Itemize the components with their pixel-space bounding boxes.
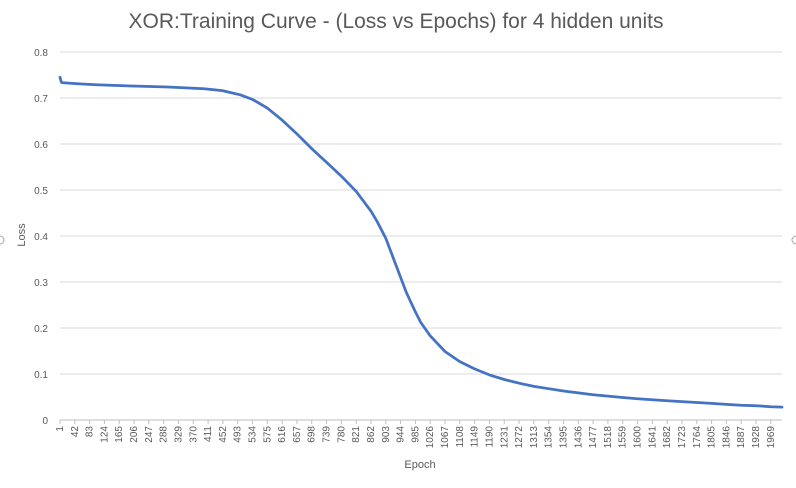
x-tick-label: 1108 xyxy=(455,426,466,448)
x-tick-label: 452 xyxy=(218,426,229,443)
x-tick-label: 821 xyxy=(351,426,362,443)
x-tick-label: 1805 xyxy=(707,426,718,449)
x-tick-label: 1559 xyxy=(618,426,629,449)
x-tick-label: 1846 xyxy=(721,426,732,449)
x-tick-label: 1723 xyxy=(677,426,688,449)
x-tick-label: 1313 xyxy=(529,426,540,449)
x-tick-label: 1 xyxy=(55,426,66,432)
y-tick-label: 0.4 xyxy=(34,232,48,243)
x-tick-label: 1395 xyxy=(558,426,569,449)
x-tick-label: 1641 xyxy=(647,426,658,449)
chart-resize-handle-left[interactable] xyxy=(0,235,5,245)
y-axis-title: Loss xyxy=(16,223,28,247)
x-tick-label: 1969 xyxy=(766,426,777,449)
x-tick-label: 493 xyxy=(233,426,244,443)
x-axis-title: Epoch xyxy=(404,459,435,471)
x-tick-label: 534 xyxy=(248,426,259,443)
x-tick-label: 1231 xyxy=(499,426,510,449)
x-tick-label: 862 xyxy=(366,426,377,443)
x-tick-label: 903 xyxy=(381,426,392,443)
x-tick-label: 124 xyxy=(99,426,110,443)
x-tick-label: 1764 xyxy=(692,426,703,449)
y-tick-label: 0.2 xyxy=(34,324,48,335)
y-tick-label: 0 xyxy=(42,416,48,427)
x-tick-label: 370 xyxy=(188,426,199,443)
x-tick-label: 329 xyxy=(173,426,184,443)
x-tick-label: 1518 xyxy=(603,426,614,449)
x-tick-label: 288 xyxy=(159,426,170,443)
x-tick-label: 1272 xyxy=(514,426,525,449)
x-tick-label: 42 xyxy=(70,426,81,438)
chart-title: XOR:Training Curve - (Loss vs Epochs) fo… xyxy=(129,10,664,33)
x-tick-label: 1149 xyxy=(470,426,481,448)
x-tick-label: 780 xyxy=(336,426,347,443)
x-tick-label: 1026 xyxy=(425,426,436,449)
chart-resize-handle-right[interactable] xyxy=(791,235,796,245)
x-tick-label: 1190 xyxy=(484,426,495,448)
y-tick-label: 0.5 xyxy=(34,186,48,197)
x-tick-label: 206 xyxy=(129,426,140,443)
y-tick-label: 0.8 xyxy=(34,48,48,59)
x-tick-label: 698 xyxy=(307,426,318,443)
x-tick-label: 1354 xyxy=(544,426,555,449)
x-tick-label: 247 xyxy=(144,426,155,443)
x-tick-label: 411 xyxy=(203,426,214,442)
x-tick-label: 1887 xyxy=(736,426,747,449)
x-tick-label: 1436 xyxy=(573,426,584,449)
x-tick-label: 944 xyxy=(396,426,407,443)
x-tick-label: 1067 xyxy=(440,426,451,449)
y-tick-label: 0.1 xyxy=(34,370,48,381)
x-tick-label: 575 xyxy=(262,426,273,443)
y-tick-label: 0.3 xyxy=(34,278,48,289)
x-tick-label: 739 xyxy=(322,426,333,443)
x-tick-label: 657 xyxy=(292,426,303,443)
x-tick-label: 165 xyxy=(114,426,125,443)
gridlines xyxy=(60,51,782,375)
x-tick-label: 83 xyxy=(85,426,96,438)
y-tick-label: 0.6 xyxy=(34,140,48,151)
x-tick-label: 616 xyxy=(277,426,288,443)
x-tick-label: 985 xyxy=(410,426,421,443)
x-tick-label: 1477 xyxy=(588,426,599,449)
y-tick-label: 0.7 xyxy=(34,94,48,105)
axes: 0 0.1 0.2 0.3 0.4 0.5 0.6 0.7 0.8 1 42 83 124 165 206 2… xyxy=(34,48,782,448)
x-tick-label: 1600 xyxy=(633,426,644,449)
plot-area xyxy=(58,75,784,409)
loss-series-line xyxy=(58,75,784,409)
x-tick-label: 1682 xyxy=(662,426,673,449)
x-tick-label: 1928 xyxy=(751,426,762,449)
